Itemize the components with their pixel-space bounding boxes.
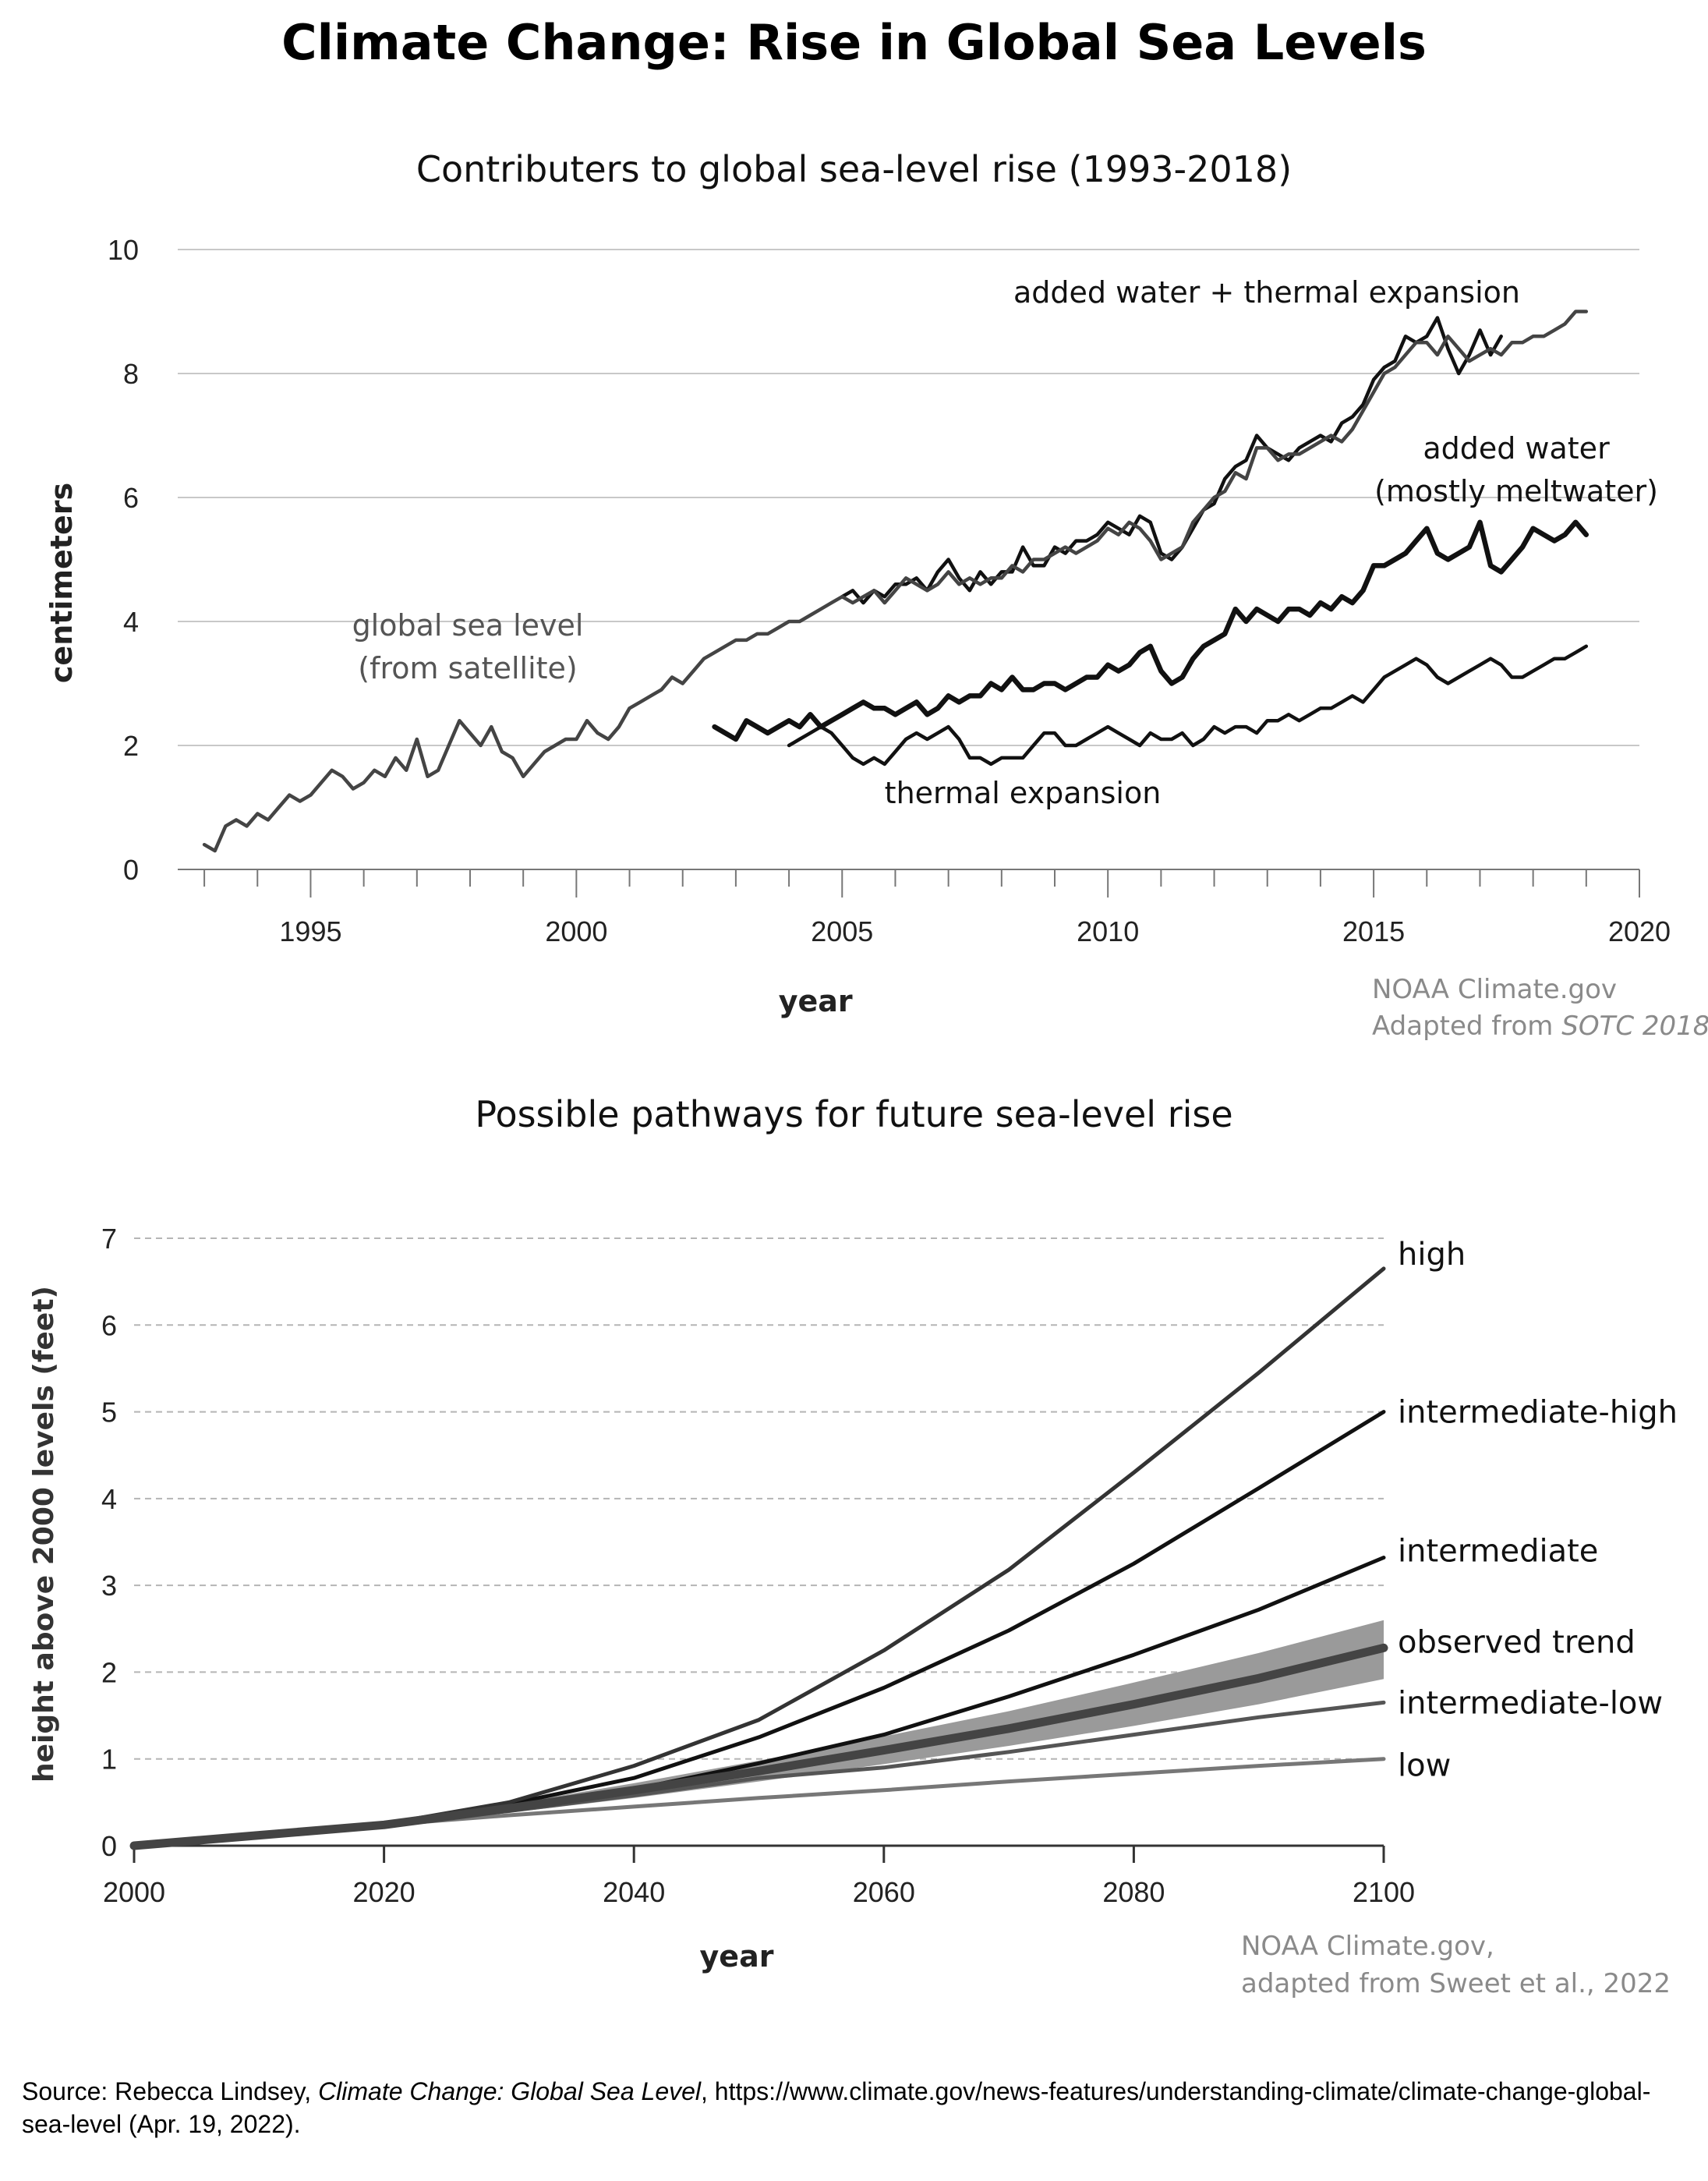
c1-credit-line-2: Adapted from SOTC 2018	[1372, 1011, 1708, 1042]
c1-y-tick-label: 0	[123, 854, 139, 886]
source-work-title: Climate Change: Global Sea Level	[318, 2077, 702, 2105]
chart-future-pathways: 0 1 2 3 4 5 6 7 2000 2020 2040 2060 2080 2100 high int…	[28, 1223, 1678, 1999]
c2-series-lines	[129, 1266, 1388, 1850]
c1-credit-line-1: NOAA Climate.gov	[1372, 974, 1617, 1005]
c2-y-tick-label: 3	[101, 1570, 117, 1602]
c2-credit-line-2: adapted from Sweet et al., 2022	[1241, 1968, 1671, 1999]
annot-from-satellite: (from satellite)	[358, 651, 577, 685]
c1-series-global	[202, 310, 1589, 853]
c2-x-tick-label: 2100	[1353, 1876, 1415, 1908]
c2-x-tick-label: 2040	[603, 1876, 665, 1908]
c2-y-tick-label: 6	[101, 1309, 117, 1341]
c1-x-tick-label: 2020	[1608, 915, 1671, 947]
c2-label-observed-trend: observed trend	[1398, 1624, 1636, 1660]
c1-x-tick-label: 2010	[1077, 915, 1139, 947]
c2-axis	[133, 1844, 1385, 1863]
annot-thermal-expansion: thermal expansion	[885, 776, 1162, 810]
c2-tick-labels: 0 1 2 3 4 5 6 7 2000 2020 2040 2060 2080 2100	[101, 1223, 1415, 1908]
source-citation: Source: Rebecca Lindsey, Climate Change:…	[22, 2076, 1690, 2140]
c2-gridlines	[134, 1237, 1384, 1760]
c1-x-tick-label: 2005	[811, 915, 873, 947]
c1-x-tick-label: 2015	[1342, 915, 1405, 947]
c1-credit-adapted: Adapted from	[1372, 1011, 1561, 1042]
c1-x-tick-label: 1995	[279, 915, 341, 947]
c2-y-tick-label: 2	[101, 1656, 117, 1688]
c2-label-low: low	[1398, 1748, 1451, 1784]
main-title: Climate Change: Rise in Global Sea Level…	[281, 14, 1427, 71]
c2-y-tick-label: 1	[101, 1744, 117, 1776]
c1-y-tick-label: 4	[123, 606, 139, 638]
c2-x-tick-label: 2020	[353, 1876, 416, 1908]
c2-label-intermediate-high: intermediate-high	[1398, 1395, 1678, 1431]
c1-y-tick-label: 6	[123, 482, 139, 514]
annot-added-water: added water	[1423, 431, 1610, 466]
source-prefix: Source: Rebecca Lindsey,	[22, 2077, 319, 2105]
c2-y-axis-title: height above 2000 levels (feet)	[28, 1286, 60, 1783]
c1-series-lines	[202, 310, 1590, 853]
c1-axis	[178, 869, 1640, 898]
c2-x-tick-label: 2080	[1102, 1876, 1165, 1908]
annot-global-sea-level: global sea level	[352, 608, 584, 643]
c1-series-combined	[840, 316, 1503, 605]
c1-x-tick-label: 2000	[545, 915, 607, 947]
c1-gridlines	[178, 249, 1639, 746]
c1-x-axis-title: year	[779, 984, 853, 1018]
c1-y-tick-label: 2	[123, 730, 139, 762]
chart-contributors: 0 2 4 6 8 10 1995 2000 2005 2010 2015 2020 year cen…	[44, 234, 1708, 1042]
c2-y-tick-label: 0	[101, 1830, 117, 1862]
c1-credit-sotc: SOTC 2018	[1561, 1011, 1708, 1042]
c1-series-added	[712, 519, 1590, 742]
c2-y-tick-label: 4	[101, 1483, 117, 1515]
c2-x-tick-label: 2060	[853, 1876, 915, 1908]
c2-series-labels: high intermediate-high intermediate observe…	[1398, 1237, 1678, 1783]
source-url: , https://www.climate.gov/news-features/…	[22, 2077, 1651, 2138]
c2-credit-line-1: NOAA Climate.gov,	[1241, 1931, 1494, 1962]
c2-x-tick-label: 2000	[103, 1876, 165, 1908]
c1-y-tick-label: 10	[108, 234, 139, 266]
annot-mostly-meltwater: (mostly meltwater)	[1374, 474, 1658, 508]
c2-label-intermediate-low: intermediate-low	[1398, 1685, 1663, 1721]
c1-y-tick-label: 8	[123, 358, 139, 390]
chart-1-title: Contributers to global sea-level rise (1…	[416, 148, 1292, 190]
c2-x-axis-title: year	[700, 1939, 774, 1974]
c1-y-axis-title: centimeters	[44, 483, 79, 683]
chart-2-title: Possible pathways for future sea-level r…	[475, 1093, 1233, 1135]
c2-label-intermediate: intermediate	[1398, 1534, 1598, 1570]
c2-y-tick-label: 5	[101, 1397, 117, 1429]
c2-series-observed-trend	[129, 1643, 1388, 1850]
annot-added-water-thermal: added water + thermal expansion	[1013, 275, 1520, 310]
c1-series-thermal	[787, 644, 1589, 767]
c2-y-tick-label: 7	[101, 1223, 117, 1255]
c2-label-high: high	[1398, 1237, 1466, 1273]
c1-tick-labels: 0 2 4 6 8 10 1995 2000 2005 2010 2015 2020	[108, 234, 1671, 947]
